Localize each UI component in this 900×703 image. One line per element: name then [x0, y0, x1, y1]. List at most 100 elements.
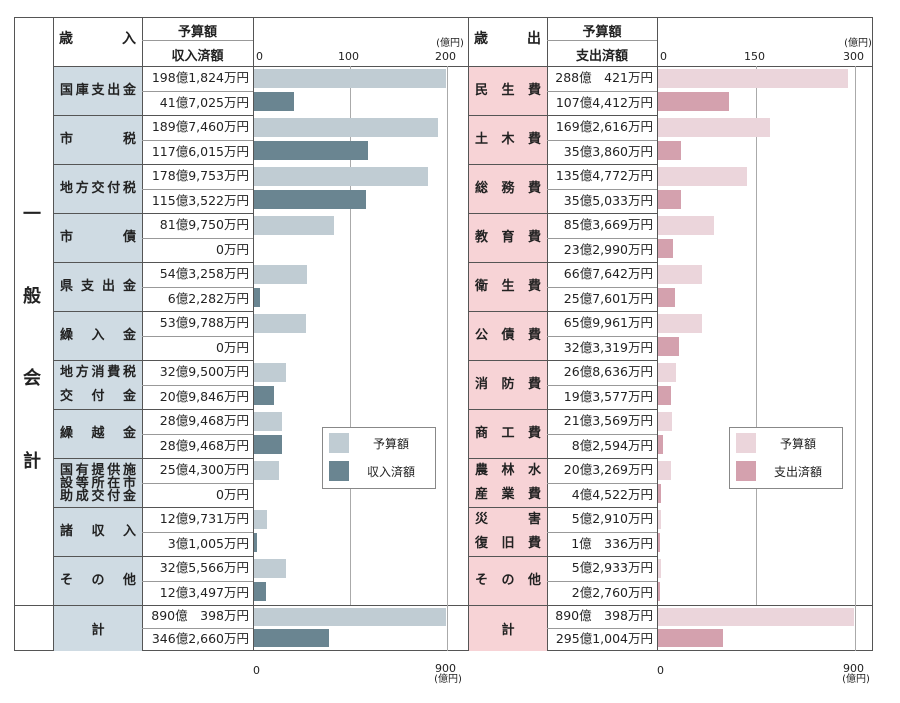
expenditure-header-title: 歳 出 — [474, 31, 541, 47]
revenue-tick-label: 100 — [338, 50, 359, 63]
revenue-actual-amount: 3億1,005万円 — [167, 535, 249, 551]
revenue-actual-amount: 28億9,468万円 — [159, 437, 249, 453]
expenditure-category-2: 土 木 費 — [469, 116, 547, 164]
expenditure-subrow-separator — [547, 188, 657, 190]
revenue-actual-amount: 0万円 — [216, 339, 249, 355]
expenditure-budget-bar — [658, 118, 770, 137]
expenditure-actual-amount: 4億4,522万円 — [571, 486, 653, 502]
expenditure-budget-amount: 5億2,910万円 — [571, 511, 653, 526]
revenue-row-separator — [53, 458, 253, 459]
expenditure-total-gridline — [855, 605, 856, 651]
expenditure-total-top — [468, 605, 873, 606]
expenditure-legend-budget: 予算額 — [736, 433, 816, 453]
revenue-actual-bar — [254, 189, 366, 209]
expenditure-budget-amount: 135億4,772万円 — [555, 168, 653, 183]
expenditure-actual-amount: 32億3,319万円 — [563, 339, 653, 355]
revenue-actual-amount: 6億2,282万円 — [167, 290, 249, 306]
expenditure-total-budget-amount: 890億 398万円 — [555, 608, 653, 623]
expenditure-row-separator — [468, 213, 657, 214]
expenditure-subrow-separator — [547, 384, 657, 386]
expenditure-actual-bar — [658, 385, 671, 405]
revenue-category-7: 地方消費税交 付 金 — [54, 361, 142, 409]
legend-label-actual: 支出済額 — [774, 464, 823, 479]
category-label-line: 消 防 費 — [475, 377, 541, 392]
revenue-category-9: 国有提供施 設等所在市 助成交付金 — [54, 459, 142, 507]
category-label-line: 繰 越 金 — [60, 426, 136, 441]
revenue-actual-amount: 20億9,846万円 — [159, 388, 249, 404]
expenditure-header-budget: 予算額 — [582, 25, 622, 40]
expenditure-actual-amount: 25億7,601万円 — [563, 290, 653, 306]
expenditure-actual-amount: 35億5,033万円 — [563, 192, 653, 208]
revenue-tick-label: 200 — [435, 50, 456, 63]
expenditure-budget-amount: 65億9,961万円 — [563, 315, 653, 330]
category-label-line: そ の 他 — [60, 573, 136, 588]
category-label-line: そ の 他 — [475, 573, 541, 588]
revenue-total-actual-bar — [254, 629, 329, 647]
revenue-budget-bar — [254, 265, 307, 284]
revenue-header-title: 歳 入 — [59, 31, 136, 47]
legend-swatch-budget — [329, 433, 349, 453]
expenditure-actual-amount: 1億 336万円 — [571, 535, 653, 551]
side-column-divider — [53, 17, 54, 651]
revenue-total-actual-amount: 346億2,660万円 — [151, 631, 249, 646]
expenditure-category-7: 消 防 費 — [469, 361, 547, 409]
expenditure-subrow-separator — [547, 580, 657, 582]
revenue-row-separator — [53, 115, 253, 116]
expenditure-row-separator — [468, 164, 657, 165]
expenditure-subrow-separator — [547, 237, 657, 239]
expenditure-subrow-separator — [547, 482, 657, 484]
revenue-budget-amount: 53億9,788万円 — [159, 315, 249, 330]
expenditure-budget-amount: 288億 421万円 — [555, 70, 653, 85]
revenue-gridline — [447, 66, 448, 605]
category-label-line: 地方消費税 — [60, 365, 136, 380]
revenue-actual-amount: 0万円 — [216, 241, 249, 257]
expenditure-actual-bar — [658, 238, 674, 258]
revenue-subrow-separator — [142, 580, 253, 582]
expenditure-total-actual-bar — [658, 629, 723, 647]
revenue-budget-amount: 28億9,468万円 — [159, 413, 249, 428]
category-label-line: 設等所在市 — [60, 475, 136, 491]
revenue-subrow-separator — [142, 139, 253, 141]
category-label-line: 国庫支出金 — [60, 83, 136, 98]
revenue-row-separator — [53, 311, 253, 312]
expenditure-row-separator — [468, 360, 657, 361]
category-label-line: 地方交付税 — [60, 181, 136, 196]
expenditure-tick-label: 300 — [843, 50, 864, 63]
revenue-legend-budget: 予算額 — [329, 433, 409, 453]
expenditure-budget-amount: 66億7,642万円 — [563, 266, 653, 281]
revenue-actual-amount: 115億3,522万円 — [151, 192, 249, 208]
expenditure-category-11: そ の 他 — [469, 557, 547, 605]
expenditure-actual-amount: 107億4,412万円 — [555, 94, 653, 110]
revenue-category-8: 繰 越 金 — [54, 410, 142, 458]
expenditure-row-separator — [468, 556, 657, 557]
expenditure-unit-label: (億円) — [844, 38, 872, 49]
expenditure-subrow-separator — [547, 335, 657, 337]
expenditure-row-separator — [468, 458, 657, 459]
expenditure-budget-bar — [658, 69, 849, 88]
revenue-actual-amount: 41億7,025万円 — [159, 94, 249, 110]
revenue-row-separator — [53, 213, 253, 214]
revenue-total-top — [14, 605, 468, 606]
expenditure-total-actual-amount: 295億1,004万円 — [555, 631, 653, 646]
expenditure-row-separator — [468, 115, 657, 116]
revenue-category-total: 計 — [54, 606, 142, 651]
expenditure-category-3: 総 務 費 — [469, 165, 547, 213]
expenditure-budget-bar — [658, 461, 672, 480]
revenue-actual-bar — [254, 532, 257, 552]
revenue-total-gridline — [447, 605, 448, 651]
expenditure-subrow-separator — [547, 531, 657, 533]
revenue-actual-amount: 117億6,015万円 — [151, 143, 249, 159]
expenditure-divider-cat — [468, 17, 469, 651]
revenue-subrow-separator — [142, 188, 253, 190]
expenditure-divider-chart — [657, 17, 658, 651]
expenditure-budget-bar — [658, 559, 662, 578]
revenue-subrow-separator — [142, 286, 253, 288]
revenue-actual-bar — [254, 91, 295, 111]
side-label-1: 一 — [23, 204, 41, 225]
category-label-line: 産 業 費 — [475, 487, 541, 502]
revenue-budget-bar — [254, 461, 279, 480]
revenue-budget-bar — [254, 314, 307, 333]
expenditure-budget-amount: 20億3,269万円 — [563, 462, 653, 477]
expenditure-legend-actual: 支出済額 — [736, 461, 822, 481]
side-label-3: 会 — [23, 368, 41, 389]
